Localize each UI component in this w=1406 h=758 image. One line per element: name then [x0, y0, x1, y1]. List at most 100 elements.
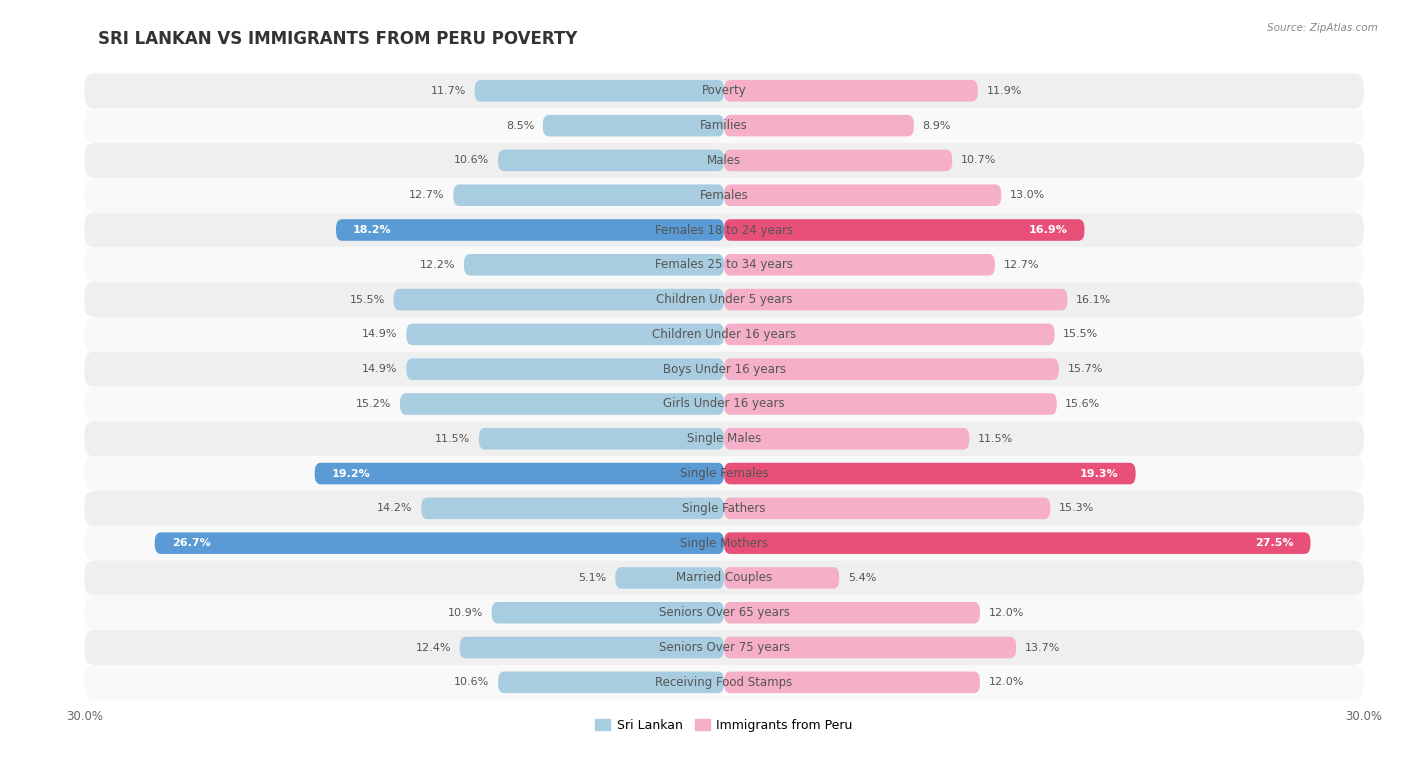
Text: 15.7%: 15.7% — [1067, 364, 1102, 374]
Text: 8.9%: 8.9% — [922, 121, 950, 130]
Text: Single Females: Single Females — [679, 467, 769, 480]
Text: 10.7%: 10.7% — [960, 155, 997, 165]
FancyBboxPatch shape — [84, 665, 1364, 700]
FancyBboxPatch shape — [406, 324, 724, 345]
FancyBboxPatch shape — [84, 421, 1364, 456]
Text: 12.0%: 12.0% — [988, 678, 1024, 688]
Text: 11.9%: 11.9% — [987, 86, 1022, 96]
FancyBboxPatch shape — [492, 602, 724, 624]
FancyBboxPatch shape — [394, 289, 724, 310]
Text: Children Under 16 years: Children Under 16 years — [652, 328, 796, 341]
Text: Females 25 to 34 years: Females 25 to 34 years — [655, 258, 793, 271]
Text: 15.3%: 15.3% — [1059, 503, 1094, 513]
FancyBboxPatch shape — [84, 561, 1364, 595]
FancyBboxPatch shape — [399, 393, 724, 415]
FancyBboxPatch shape — [498, 672, 724, 693]
Text: 12.7%: 12.7% — [409, 190, 444, 200]
Legend: Sri Lankan, Immigrants from Peru: Sri Lankan, Immigrants from Peru — [591, 714, 858, 737]
Text: 12.2%: 12.2% — [420, 260, 456, 270]
FancyBboxPatch shape — [475, 80, 724, 102]
Text: 19.3%: 19.3% — [1080, 468, 1119, 478]
FancyBboxPatch shape — [724, 672, 980, 693]
FancyBboxPatch shape — [84, 212, 1364, 247]
FancyBboxPatch shape — [84, 630, 1364, 665]
Text: 16.9%: 16.9% — [1029, 225, 1067, 235]
FancyBboxPatch shape — [336, 219, 724, 241]
Text: Single Males: Single Males — [688, 432, 761, 445]
FancyBboxPatch shape — [422, 497, 724, 519]
FancyBboxPatch shape — [84, 456, 1364, 491]
FancyBboxPatch shape — [406, 359, 724, 380]
Text: Families: Families — [700, 119, 748, 132]
FancyBboxPatch shape — [616, 567, 724, 589]
Text: Girls Under 16 years: Girls Under 16 years — [664, 397, 785, 411]
Text: 14.9%: 14.9% — [363, 364, 398, 374]
Text: 13.7%: 13.7% — [1025, 643, 1060, 653]
FancyBboxPatch shape — [155, 532, 724, 554]
Text: SRI LANKAN VS IMMIGRANTS FROM PERU POVERTY: SRI LANKAN VS IMMIGRANTS FROM PERU POVER… — [98, 30, 578, 49]
Text: 11.5%: 11.5% — [434, 434, 471, 443]
Text: Seniors Over 65 years: Seniors Over 65 years — [658, 606, 790, 619]
Text: Boys Under 16 years: Boys Under 16 years — [662, 362, 786, 376]
Text: Seniors Over 75 years: Seniors Over 75 years — [658, 641, 790, 654]
FancyBboxPatch shape — [479, 428, 724, 449]
Text: 5.1%: 5.1% — [578, 573, 607, 583]
Text: 10.6%: 10.6% — [454, 155, 489, 165]
FancyBboxPatch shape — [84, 178, 1364, 212]
Text: Single Fathers: Single Fathers — [682, 502, 766, 515]
Text: 27.5%: 27.5% — [1256, 538, 1294, 548]
Text: 10.9%: 10.9% — [447, 608, 484, 618]
Text: 11.5%: 11.5% — [977, 434, 1014, 443]
Text: 13.0%: 13.0% — [1010, 190, 1045, 200]
FancyBboxPatch shape — [84, 108, 1364, 143]
Text: 14.9%: 14.9% — [363, 330, 398, 340]
Text: 15.5%: 15.5% — [350, 295, 385, 305]
Text: 15.6%: 15.6% — [1066, 399, 1101, 409]
Text: Children Under 5 years: Children Under 5 years — [655, 293, 793, 306]
Text: 15.5%: 15.5% — [1063, 330, 1098, 340]
Text: 12.7%: 12.7% — [1004, 260, 1039, 270]
FancyBboxPatch shape — [724, 184, 1001, 206]
Text: 11.7%: 11.7% — [430, 86, 465, 96]
FancyBboxPatch shape — [724, 359, 1059, 380]
Text: 10.6%: 10.6% — [454, 678, 489, 688]
Text: Males: Males — [707, 154, 741, 167]
FancyBboxPatch shape — [84, 352, 1364, 387]
FancyBboxPatch shape — [724, 602, 980, 624]
FancyBboxPatch shape — [84, 526, 1364, 561]
Text: Females: Females — [700, 189, 748, 202]
FancyBboxPatch shape — [724, 254, 995, 276]
FancyBboxPatch shape — [724, 637, 1017, 658]
FancyBboxPatch shape — [498, 149, 724, 171]
FancyBboxPatch shape — [724, 393, 1057, 415]
FancyBboxPatch shape — [453, 184, 724, 206]
FancyBboxPatch shape — [84, 317, 1364, 352]
FancyBboxPatch shape — [724, 324, 1054, 345]
FancyBboxPatch shape — [84, 74, 1364, 108]
FancyBboxPatch shape — [724, 532, 1310, 554]
FancyBboxPatch shape — [724, 80, 977, 102]
FancyBboxPatch shape — [724, 289, 1067, 310]
Text: Receiving Food Stamps: Receiving Food Stamps — [655, 676, 793, 689]
FancyBboxPatch shape — [724, 463, 1136, 484]
Text: 5.4%: 5.4% — [848, 573, 876, 583]
FancyBboxPatch shape — [724, 219, 1084, 241]
FancyBboxPatch shape — [724, 567, 839, 589]
FancyBboxPatch shape — [315, 463, 724, 484]
FancyBboxPatch shape — [543, 115, 724, 136]
FancyBboxPatch shape — [724, 115, 914, 136]
FancyBboxPatch shape — [724, 428, 969, 449]
Text: Married Couples: Married Couples — [676, 572, 772, 584]
Text: 12.0%: 12.0% — [988, 608, 1024, 618]
Text: Females 18 to 24 years: Females 18 to 24 years — [655, 224, 793, 236]
Text: 18.2%: 18.2% — [353, 225, 392, 235]
Text: Single Mothers: Single Mothers — [681, 537, 768, 550]
FancyBboxPatch shape — [460, 637, 724, 658]
Text: 8.5%: 8.5% — [506, 121, 534, 130]
Text: Poverty: Poverty — [702, 84, 747, 97]
FancyBboxPatch shape — [724, 497, 1050, 519]
FancyBboxPatch shape — [84, 247, 1364, 282]
FancyBboxPatch shape — [84, 387, 1364, 421]
Text: 12.4%: 12.4% — [416, 643, 451, 653]
Text: 19.2%: 19.2% — [332, 468, 370, 478]
